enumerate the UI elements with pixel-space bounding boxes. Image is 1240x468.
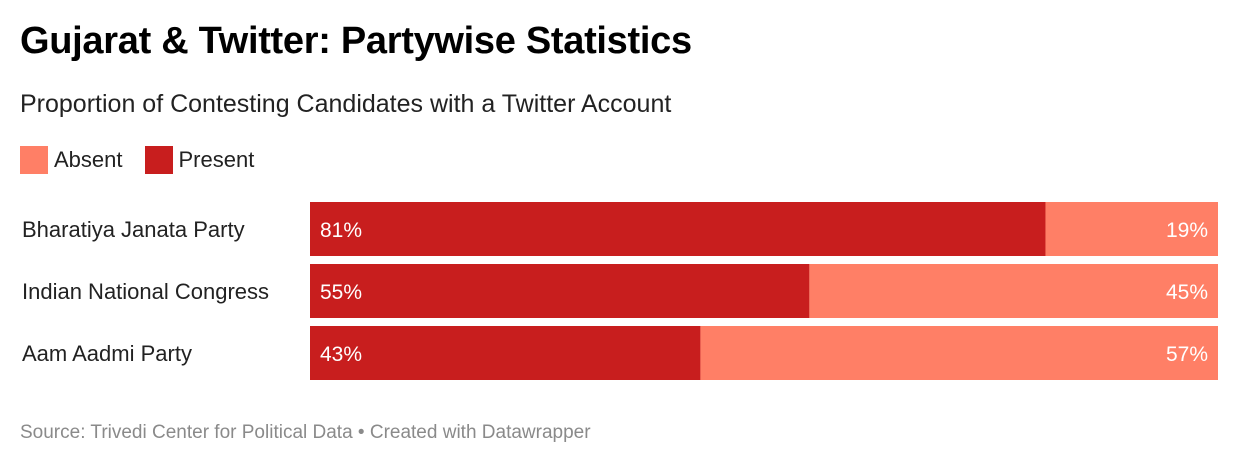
legend-item-absent: Absent [20, 146, 123, 174]
category-label-aam-aadmi-party: Aam Aadmi Party [22, 341, 192, 366]
value-label-present-aam-aadmi-party: 43% [320, 343, 362, 366]
category-label-indian-national-congress: Indian National Congress [22, 279, 269, 304]
bar-absent-bharatiya-janata-party [1045, 202, 1218, 256]
value-label-absent-bharatiya-janata-party: 19% [1166, 219, 1208, 242]
bar-absent-indian-national-congress [809, 264, 1218, 318]
chart-subtitle: Proportion of Contesting Candidates with… [20, 90, 672, 118]
chart-title: Gujarat & Twitter: Partywise Statistics [20, 20, 692, 62]
legend-label-present: Present [178, 147, 255, 172]
legend: Absent Present [20, 146, 276, 174]
bar-present-indian-national-congress [310, 264, 810, 318]
bar-present-aam-aadmi-party [310, 326, 701, 380]
legend-item-present: Present [144, 146, 255, 174]
legend-label-absent: Absent [54, 147, 123, 172]
bar-present-bharatiya-janata-party [310, 202, 1046, 256]
value-label-absent-indian-national-congress: 45% [1166, 281, 1208, 304]
value-label-absent-aam-aadmi-party: 57% [1166, 343, 1208, 366]
source-note: Source: Trivedi Center for Political Dat… [20, 422, 591, 443]
value-label-present-bharatiya-janata-party: 81% [320, 219, 362, 242]
stacked-bar-chart: Bharatiya Janata Party 81% 19% Indian Natio… [22, 202, 1218, 380]
legend-swatch-present [144, 146, 173, 174]
value-label-present-indian-national-congress: 55% [320, 281, 362, 304]
bar-absent-aam-aadmi-party [700, 326, 1218, 380]
legend-swatch-absent [20, 146, 48, 174]
category-label-bharatiya-janata-party: Bharatiya Janata Party [22, 217, 245, 242]
